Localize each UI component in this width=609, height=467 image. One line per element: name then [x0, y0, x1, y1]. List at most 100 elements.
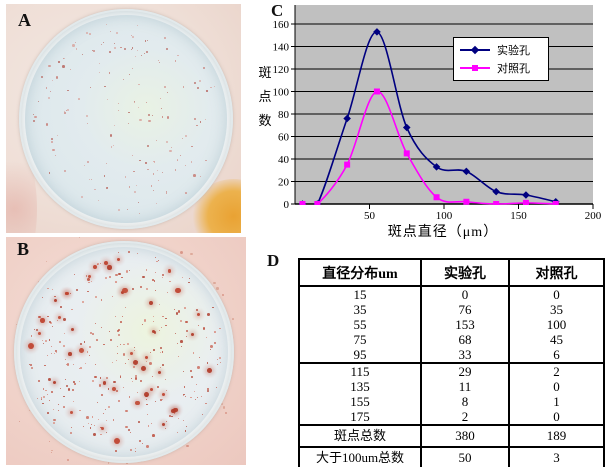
elispot-spot [47, 394, 49, 396]
elispot-spot [98, 199, 100, 202]
elispot-spot [139, 118, 142, 122]
y-tick-label: 100 [273, 87, 290, 99]
elispot-spot [38, 332, 42, 336]
elispot-spot [98, 62, 101, 65]
elispot-spot [37, 101, 39, 103]
elispot-spot [139, 159, 141, 162]
elispot-spot [134, 102, 136, 104]
elispot-spot [182, 86, 185, 88]
elispot-spot [203, 327, 206, 330]
elispot-spot [49, 321, 52, 325]
elispot-spot [134, 448, 136, 450]
x-tick-label: 50 [364, 210, 376, 222]
elispot-spot [159, 398, 162, 401]
elispot-spot [148, 114, 151, 117]
elispot-spot [133, 349, 136, 352]
elispot-spot [124, 176, 127, 178]
elispot-spot [115, 273, 118, 277]
elispot-spot [101, 426, 104, 430]
elispot-spot [94, 189, 96, 191]
y-axis-title-char: 点 [258, 89, 272, 104]
elispot-spot [44, 365, 46, 367]
elispot-spot [128, 396, 130, 398]
elispot-spot [49, 320, 51, 323]
elispot-spot [110, 146, 113, 148]
elispot-spot [81, 300, 85, 303]
data-point-marker [522, 191, 530, 199]
elispot-spot [181, 346, 183, 348]
elispot-spot [153, 161, 156, 163]
elispot-spot [201, 413, 203, 415]
elispot-spot [60, 388, 62, 389]
elispot-spot [154, 289, 156, 291]
data-point-marker [314, 201, 321, 205]
elispot-spot [206, 362, 209, 364]
elispot-spot [51, 352, 53, 354]
elispot-spot [106, 187, 108, 189]
elispot-spot [51, 326, 53, 328]
table-cell: 100 [508, 317, 604, 332]
data-point-marker [492, 187, 500, 196]
elispot-spot [117, 334, 121, 337]
elispot-spot [99, 377, 102, 379]
elispot-spot [63, 395, 65, 397]
elispot-spot [193, 174, 196, 177]
elispot-spot [118, 272, 121, 276]
elispot-spot [42, 396, 46, 399]
elispot-spot [161, 171, 164, 174]
elispot-spot [83, 164, 85, 166]
elispot-spot [177, 54, 179, 57]
elispot-spot [185, 335, 187, 338]
elispot-spot [112, 387, 117, 392]
elispot-spot [185, 329, 189, 332]
elispot-spot [51, 390, 54, 393]
panel-label-d: D [267, 251, 280, 270]
legend-entry: 实验孔 [460, 41, 544, 59]
elispot-spot [138, 440, 141, 443]
elispot-spot [40, 398, 42, 400]
elispot-spot [166, 192, 168, 194]
elispot-spot [162, 273, 165, 276]
table-header-cell: 直径分布um [298, 259, 421, 286]
elispot-spot [134, 347, 136, 349]
elispot-spot [128, 429, 131, 432]
elispot-spot [103, 261, 108, 266]
elispot-spot [117, 109, 120, 112]
elispot-spot [232, 318, 234, 320]
elispot-spot [28, 363, 30, 365]
elispot-spot [66, 108, 69, 112]
elispot-spot [108, 406, 111, 409]
elispot-spot [152, 279, 155, 282]
elispot-spot [30, 335, 33, 337]
elispot-spot [45, 389, 47, 391]
elispot-spot [153, 280, 156, 282]
elispot-spot [87, 290, 89, 293]
elispot-spot [117, 251, 119, 254]
table-cell: 6 [508, 347, 604, 363]
elispot-spot [149, 362, 153, 365]
elispot-spot [68, 352, 72, 356]
elispot-spot [161, 115, 164, 118]
elispot-spot [136, 185, 138, 187]
elispot-spot [90, 331, 93, 334]
elispot-spot [110, 31, 112, 32]
table-row: 75 68 45 [298, 332, 604, 347]
elispot-spot [63, 332, 65, 334]
spot-count-table: 直径分布um 实验孔 对照孔 15 0 0 35 76 35 55 153 100 75 68 45 95 33… [298, 258, 605, 467]
elispot-spot [58, 340, 61, 343]
legend-label: 对照孔 [497, 63, 530, 75]
elispot-spot [177, 342, 179, 345]
data-point-marker [433, 194, 440, 201]
elispot-spot [116, 32, 119, 35]
elispot-spot [85, 32, 88, 34]
elispot-spot [58, 410, 60, 412]
elispot-spot [166, 421, 168, 423]
elispot-spot [155, 400, 157, 403]
elispot-spot [147, 168, 149, 171]
elispot-spot [49, 91, 51, 93]
elispot-spot [152, 434, 155, 437]
elispot-spot [34, 115, 37, 119]
elispot-spot [86, 278, 90, 281]
elispot-spot [51, 79, 53, 81]
